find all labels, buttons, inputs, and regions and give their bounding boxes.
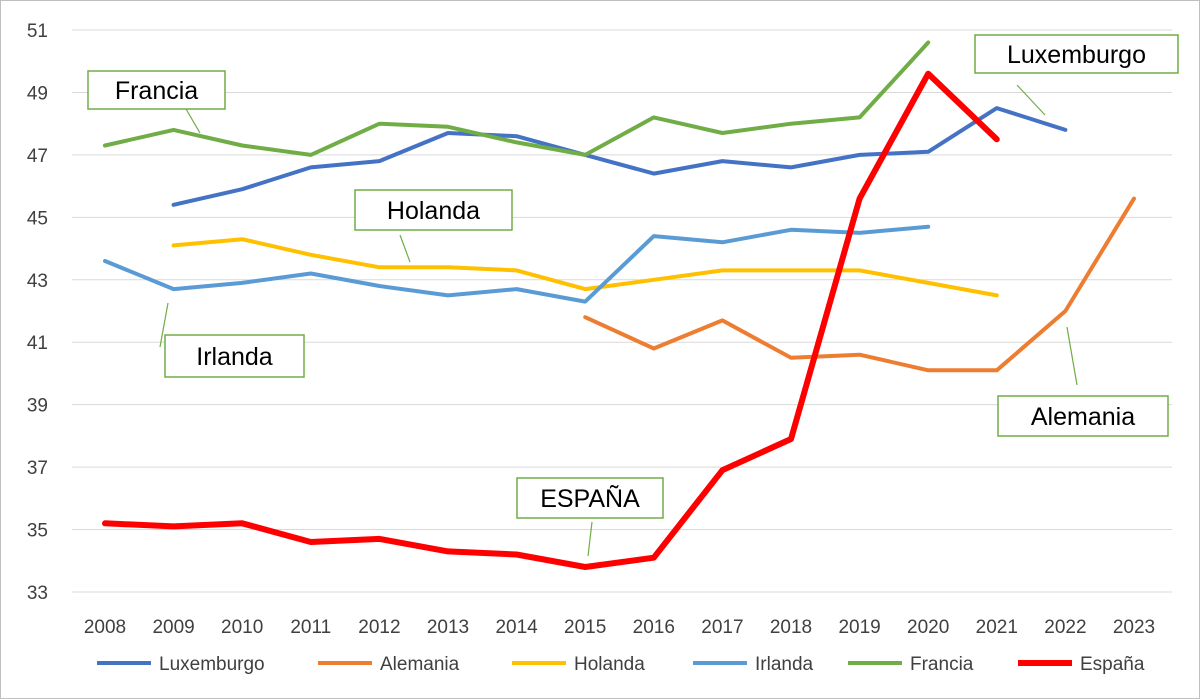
x-tick-label: 2015 [564, 617, 606, 638]
x-tick-label: 2018 [770, 617, 812, 638]
y-tick-label: 37 [27, 458, 48, 479]
legend-label-luxemburgo: Luxemburgo [159, 654, 265, 675]
x-tick-label: 2021 [976, 617, 1018, 638]
callout-box-espana [516, 477, 664, 519]
legend-label-alemania: Alemania [380, 654, 460, 675]
callout-label-irlanda: Irlanda [196, 343, 273, 371]
y-tick-label: 35 [27, 521, 48, 542]
callout-label-francia: Francia [115, 77, 198, 105]
x-tick-label: 2023 [1113, 617, 1155, 638]
callout-leader-espana [587, 521, 593, 557]
series-line-irlanda [103, 224, 931, 304]
legend-label-irlanda: Irlanda [755, 654, 814, 675]
x-tick-label: 2013 [427, 617, 469, 638]
x-tick-label: 2020 [907, 617, 949, 638]
callouts: Francia Luxemburgo Holanda Irlanda Alemania E… [87, 34, 1179, 519]
callout-box-alemania [997, 395, 1169, 437]
x-tick-label: 2010 [221, 617, 263, 638]
x-tick-label: 2014 [495, 617, 538, 638]
y-tick-label: 33 [27, 583, 48, 604]
x-tick-label: 2009 [152, 617, 194, 638]
x-tick-label: 2019 [838, 617, 880, 638]
x-tick-label: 2022 [1044, 617, 1086, 638]
series-line-espana [102, 70, 1000, 570]
series-line-luxemburgo [171, 106, 1068, 207]
callout-leader-francia [185, 108, 201, 134]
callout-leader-holanda [399, 234, 411, 263]
y-tick-label: 45 [27, 208, 48, 229]
x-axis-ticks: 2008 2009 2010 2011 2012 2013 2014 2015 2016 2017… [84, 617, 1155, 638]
callout-label-alemania: Alemania [1031, 403, 1135, 431]
callout-label-holanda: Holanda [387, 197, 480, 225]
callout-leader-alemania [1066, 326, 1078, 386]
callout-box-luxemburgo [974, 34, 1179, 74]
x-tick-label: 2012 [358, 617, 400, 638]
series-lines [102, 40, 1136, 570]
y-axis-ticks: 33 35 37 39 41 43 45 47 49 51 [27, 21, 48, 604]
callout-leaders [159, 84, 1078, 557]
callout-box-francia [87, 70, 226, 110]
legend: Luxemburgo Alemania Holanda Irlanda Francia E… [97, 654, 1145, 675]
callout-label-espana: ESPAÑA [540, 484, 640, 513]
legend-label-francia: Francia [910, 654, 974, 675]
callout-leader-luxemburgo [1016, 84, 1046, 116]
x-tick-label: 2008 [84, 617, 126, 638]
callout-box-irlanda [164, 334, 305, 378]
y-tick-label: 47 [27, 146, 48, 167]
y-tick-label: 51 [27, 21, 48, 42]
series-line-francia [103, 40, 931, 157]
y-tick-label: 49 [27, 83, 48, 104]
y-tick-label: 43 [27, 271, 48, 292]
legend-label-holanda: Holanda [574, 654, 645, 675]
series-line-alemania [583, 196, 1136, 373]
y-tick-label: 39 [27, 396, 48, 417]
callout-leader-irlanda [159, 302, 169, 348]
series-line-holanda [171, 237, 999, 298]
callout-label-luxemburgo: Luxemburgo [1007, 41, 1146, 69]
y-tick-label: 41 [27, 333, 48, 354]
x-tick-label: 2017 [701, 617, 743, 638]
x-tick-label: 2016 [633, 617, 675, 638]
callout-box-holanda [354, 189, 513, 231]
legend-label-espana: España [1080, 654, 1145, 675]
x-tick-label: 2011 [290, 617, 331, 638]
